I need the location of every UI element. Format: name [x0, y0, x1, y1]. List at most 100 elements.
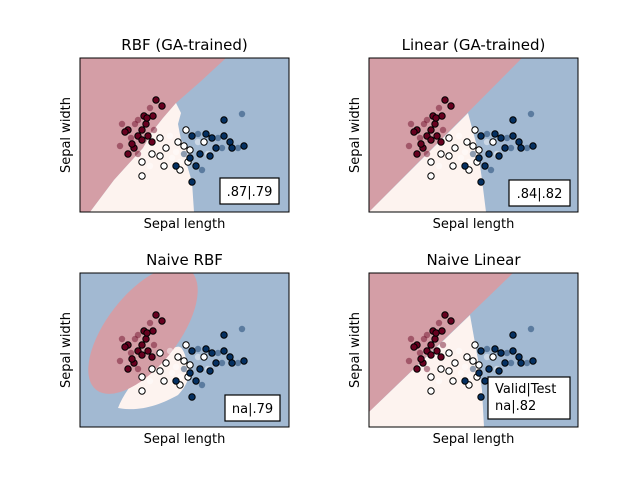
point-blue-class: [517, 359, 525, 367]
point-red-class: [438, 112, 446, 120]
point-blue-class: [483, 345, 491, 353]
point-white-class: [427, 373, 435, 381]
point-blue-class: [240, 357, 248, 365]
point-blue-class: [226, 138, 234, 146]
score-box: [487, 376, 571, 420]
region-white: [118, 346, 189, 410]
point-red-class: [413, 365, 421, 373]
point-red-class: [124, 150, 132, 158]
point-white-class: [461, 148, 469, 156]
point-red-class: [138, 136, 146, 144]
point-red-class: [405, 357, 413, 365]
point-blue-class: [523, 359, 531, 367]
point-blue-class: [180, 150, 188, 158]
point-blue-class: [529, 357, 537, 365]
point-white-class: [427, 387, 435, 395]
point-blue-class: [485, 365, 493, 373]
point-red-class: [432, 114, 440, 122]
point-blue-class: [186, 369, 194, 377]
panel-title: Linear (GA-trained): [402, 36, 546, 54]
point-red-class: [423, 365, 431, 373]
point-blue-class: [234, 359, 242, 367]
point-blue-class: [495, 152, 503, 160]
point-blue-class: [196, 365, 204, 373]
point-red-class: [144, 132, 152, 140]
point-red-class: [148, 353, 156, 361]
point-red-class: [143, 329, 151, 337]
point-red-class: [116, 142, 124, 150]
point-red-class: [138, 341, 146, 349]
point-red-class: [416, 349, 424, 357]
point-blue-class: [214, 134, 222, 142]
score-box: [224, 394, 281, 422]
point-blue-class: [194, 345, 202, 353]
point-blue-class: [220, 132, 228, 140]
point-white-class: [186, 146, 194, 154]
point-white-class: [156, 367, 164, 375]
point-blue-class: [477, 347, 485, 355]
point-white-class: [483, 353, 491, 361]
region-white: [90, 103, 194, 212]
point-white-class: [168, 154, 176, 162]
point-red-class: [116, 357, 124, 365]
point-blue-class: [220, 331, 228, 339]
point-blue-class: [202, 345, 210, 353]
point-white-class: [156, 134, 164, 142]
panel-title: Naive Linear: [426, 251, 521, 269]
point-white-class: [174, 353, 182, 361]
point-blue-class: [194, 130, 202, 138]
point-white-class: [186, 361, 194, 369]
point-blue-class: [497, 134, 505, 142]
point-red-class: [435, 319, 443, 327]
point-white-class: [146, 377, 154, 385]
point-blue-class: [527, 325, 535, 333]
point-red-class: [158, 102, 166, 110]
point-blue-class: [220, 116, 228, 124]
point-red-class: [437, 353, 445, 361]
point-blue-class: [238, 110, 246, 118]
point-red-class: [143, 114, 151, 122]
x-axis-label: Sepal length: [433, 217, 515, 232]
point-blue-class: [483, 130, 491, 138]
point-red-class: [441, 96, 449, 104]
point-white-class: [138, 172, 146, 180]
point-red-class: [438, 327, 446, 335]
panel-naive-rbf: Naive RBF Sepal length Sepal width na|.7…: [59, 251, 290, 447]
point-white-class: [451, 144, 459, 152]
point-red-class: [142, 120, 150, 128]
point-blue-class: [469, 365, 477, 373]
point-white-class: [455, 132, 463, 140]
point-blue-class: [477, 132, 485, 140]
point-blue-class: [509, 116, 517, 124]
score-text: .84|.82: [517, 187, 563, 202]
point-red-class: [407, 120, 415, 128]
y-axis-label: Sepal width: [348, 312, 363, 388]
point-red-class: [128, 355, 136, 363]
point-blue-class: [206, 367, 214, 375]
panel-linear-ga: Linear (GA-trained) Sepal length Sepal w…: [348, 36, 579, 232]
point-red-class: [420, 335, 428, 343]
point-red-class: [423, 116, 431, 124]
decision-regions: [80, 58, 289, 212]
point-white-class: [174, 138, 182, 146]
point-red-class: [439, 126, 447, 134]
point-blue-class: [481, 162, 489, 170]
point-blue-class: [509, 347, 517, 355]
point-white-class: [475, 361, 483, 369]
point-blue-class: [527, 110, 535, 118]
point-blue-class: [491, 345, 499, 353]
point-blue-class: [503, 134, 511, 142]
score-box: [508, 179, 571, 207]
point-blue-class: [487, 166, 495, 174]
point-red-class: [416, 134, 424, 142]
point-white-class: [437, 365, 445, 373]
score-box: [219, 177, 280, 205]
axes-frame: [79, 57, 290, 213]
point-blue-class: [240, 142, 248, 150]
point-red-class: [152, 96, 160, 104]
point-red-class: [427, 351, 435, 359]
point-blue-class: [188, 347, 196, 355]
panel-title: Naive RBF: [146, 251, 223, 269]
axes-frame: [368, 272, 579, 428]
point-blue-class: [208, 134, 216, 142]
